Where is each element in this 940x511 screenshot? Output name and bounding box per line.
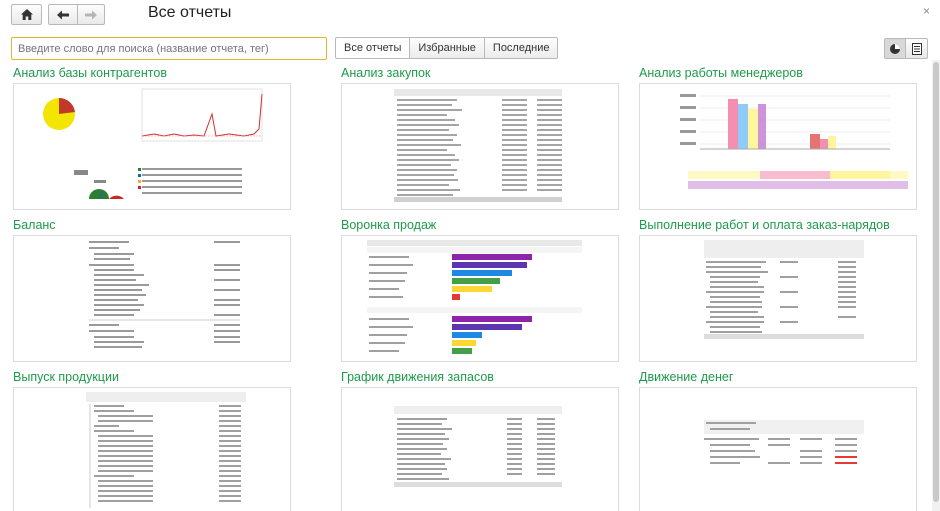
tab-recent[interactable]: Последние [484,37,559,59]
report-title-production[interactable]: Выпуск продукции [13,370,119,384]
back-button[interactable] [48,4,78,25]
report-title-sales-funnel[interactable]: Воронка продаж [341,218,437,232]
chart-view-icon [890,43,900,54]
home-icon [20,9,33,20]
report-title-work-orders[interactable]: Выполнение работ и оплата заказ-нарядов [639,218,890,232]
home-button[interactable] [11,4,42,25]
report-preview-cash-flow[interactable] [639,387,917,511]
report-title-cash-flow[interactable]: Движение денег [639,370,734,384]
tab-favorites[interactable]: Избранные [410,37,485,59]
forward-button[interactable] [77,4,105,25]
list-view-icon [911,42,922,55]
report-title-counterparties[interactable]: Анализ базы контрагентов [13,66,167,80]
report-preview-balance[interactable] [13,235,291,362]
chart-view-button[interactable] [884,38,906,59]
report-preview-sales-funnel[interactable] [341,235,619,362]
report-preview-inventory-flow[interactable] [341,387,619,511]
report-title-managers[interactable]: Анализ работы менеджеров [639,66,803,80]
scrollbar-thumb[interactable] [933,62,939,502]
page-title: Все отчеты [148,4,232,21]
report-title-purchases[interactable]: Анализ закупок [341,66,431,80]
list-view-button[interactable] [906,38,928,59]
search-input[interactable] [11,37,327,60]
report-preview-production[interactable] [13,387,291,511]
report-preview-purchases[interactable] [341,83,619,210]
report-title-inventory-flow[interactable]: График движения запасов [341,370,494,384]
tab-all-reports[interactable]: Все отчеты [335,37,411,59]
arrow-right-icon [85,10,97,19]
report-filter-tabs: Все отчеты Избранные Последние [335,37,559,59]
report-preview-work-orders[interactable] [639,235,917,362]
report-preview-counterparties[interactable] [13,83,291,210]
report-preview-managers[interactable] [639,83,917,210]
arrow-left-icon [57,10,69,19]
report-title-balance[interactable]: Баланс [13,218,56,232]
close-icon[interactable]: × [922,4,930,18]
